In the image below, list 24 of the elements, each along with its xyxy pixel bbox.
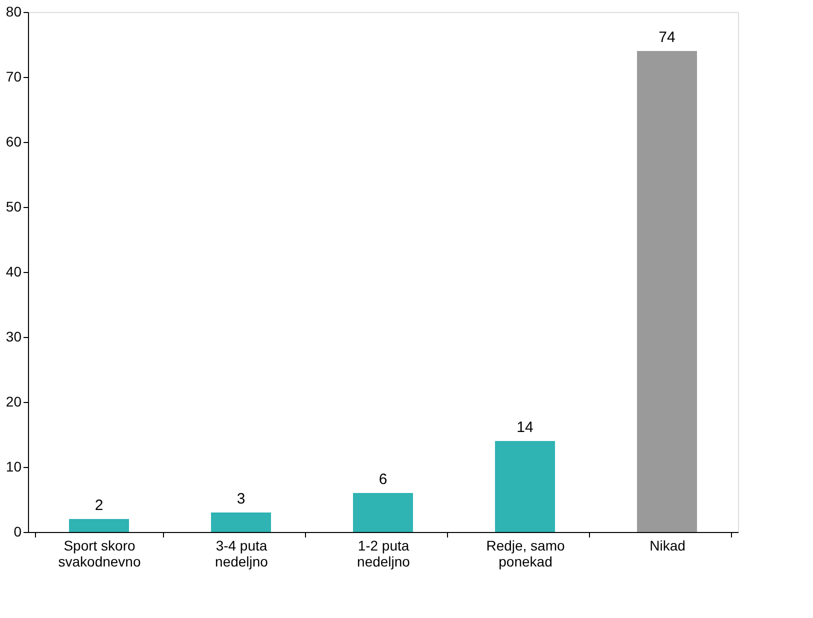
bar [211, 512, 271, 532]
x-tick-label: Sport skoro svakodnevno [58, 538, 141, 570]
bar [69, 519, 129, 532]
data-label: 3 [236, 490, 246, 508]
x-tick-label: 1-2 puta nedeljno [357, 538, 410, 570]
y-tick-label: 20 [6, 394, 22, 410]
y-tick-label: 10 [6, 458, 22, 474]
bar [353, 493, 413, 532]
y-tick-label: 30 [6, 328, 22, 344]
bar [637, 51, 697, 532]
data-label: 74 [658, 29, 676, 46]
data-label: 14 [516, 419, 534, 436]
y-tick-label: 50 [6, 198, 22, 214]
x-tick-label: Nikad [650, 538, 686, 554]
bar [495, 441, 555, 532]
y-tick-label: 0 [14, 524, 22, 540]
data-label: 2 [94, 497, 104, 514]
y-tick-label: 80 [6, 4, 22, 20]
y-tick-label: 70 [6, 68, 22, 84]
y-tick-label: 40 [6, 264, 22, 280]
y-tick-label: 60 [6, 134, 22, 150]
x-tick-label: 3-4 puta nedeljno [215, 538, 268, 570]
data-label: 6 [378, 471, 388, 488]
x-tick-label: Redje, samo ponekad [486, 538, 566, 570]
